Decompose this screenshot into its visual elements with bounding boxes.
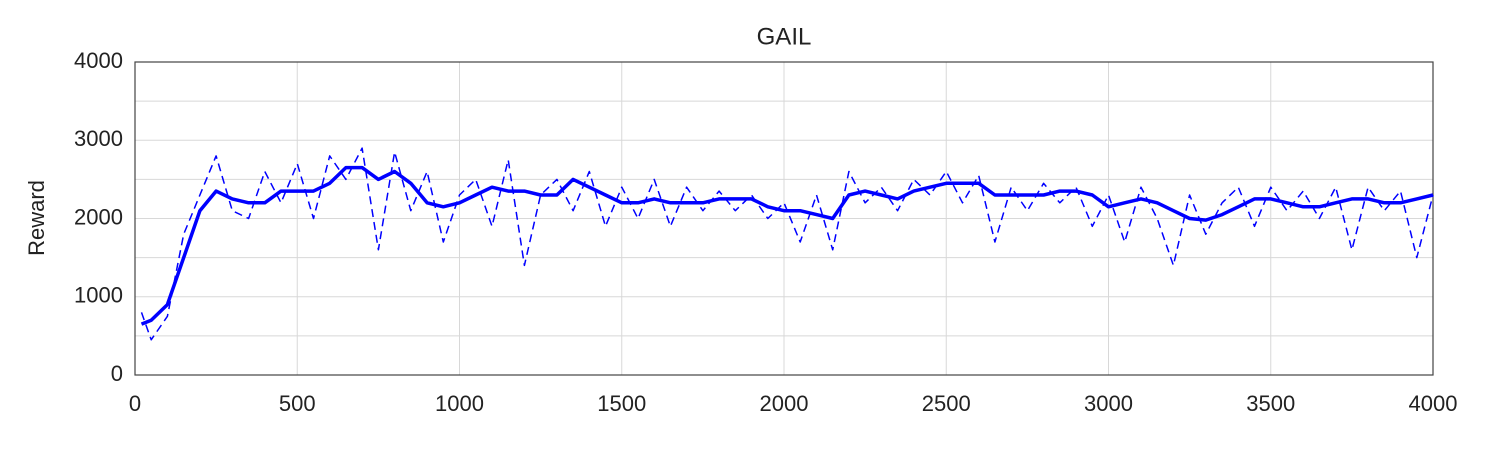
- y-tick-label: 2000: [74, 204, 123, 229]
- y-tick-label: 0: [111, 361, 123, 386]
- x-tick-label: 3000: [1084, 391, 1133, 416]
- x-tick-label: 4000: [1409, 391, 1458, 416]
- y-axis-label: Reward: [24, 180, 49, 256]
- y-tick-label: 3000: [74, 126, 123, 151]
- chart-title: GAIL: [757, 23, 812, 50]
- plot-frame: [134, 61, 1434, 376]
- x-tick-label: 2000: [760, 391, 809, 416]
- x-tick-label: 1500: [597, 391, 646, 416]
- x-tick-label: 500: [279, 391, 316, 416]
- y-tick-label: 1000: [74, 283, 123, 308]
- y-tick-label: 4000: [74, 48, 123, 73]
- series-line: [140, 165, 1434, 326]
- x-tick-label: 1000: [435, 391, 484, 416]
- x-tick-label: 2500: [922, 391, 971, 416]
- x-tick-label: 0: [129, 391, 141, 416]
- x-tick-label: 3500: [1246, 391, 1295, 416]
